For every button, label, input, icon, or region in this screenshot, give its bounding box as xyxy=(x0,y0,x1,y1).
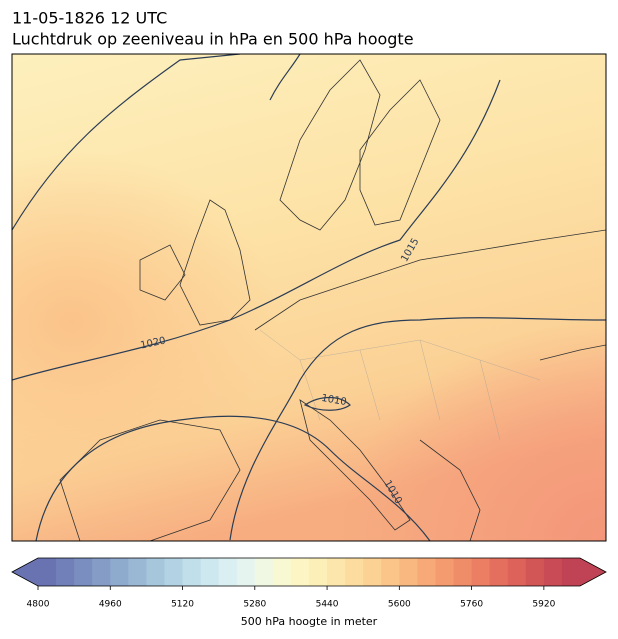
colorbar-label: 500 hPa hoogte in meter xyxy=(241,615,378,628)
colorbar-segment xyxy=(561,558,581,586)
colorbar-segment xyxy=(345,558,364,586)
colorbar-segment xyxy=(236,558,256,586)
colorbar-tick-label: 5440 xyxy=(316,600,339,610)
colorbar-segment xyxy=(128,558,147,586)
colorbar-segment xyxy=(110,558,129,586)
map-date: 11-05-1826 12 UTC xyxy=(12,9,167,28)
colorbar-segment xyxy=(417,558,436,586)
colorbar-tick-label: 5760 xyxy=(460,600,483,610)
colorbar-tick-label: 5280 xyxy=(243,600,266,610)
colorbar-segment xyxy=(254,558,274,586)
colorbar-segment xyxy=(327,558,346,586)
colorbar-segment xyxy=(164,558,184,586)
colorbar-segment xyxy=(218,558,238,586)
colorbar-segment xyxy=(489,558,509,586)
colorbar-extend-low xyxy=(12,558,38,586)
colorbar-tick-label: 5600 xyxy=(388,600,411,610)
colorbar-tick-label: 4960 xyxy=(99,600,122,610)
colorbar-segment xyxy=(363,558,382,586)
colorbar-segment xyxy=(525,558,545,586)
colorbar-segment xyxy=(200,558,220,586)
colorbar-segment xyxy=(74,558,93,586)
colorbar-segment xyxy=(290,558,310,586)
colorbar-segment xyxy=(146,558,165,586)
colorbar-segment xyxy=(92,558,111,586)
colorbar-tick-label: 5120 xyxy=(171,600,194,610)
colorbar-segment xyxy=(543,558,563,586)
colorbar-tick-label: 5920 xyxy=(532,600,555,610)
colorbar-segment xyxy=(381,558,400,586)
contour-label: 1020 xyxy=(140,335,167,351)
colorbar: 4800 4960 5120 5280 5440 5600 5760 5920 500 hPa … xyxy=(11,557,607,628)
colorbar-extend-high xyxy=(580,558,606,586)
colorbar-segment xyxy=(272,558,292,586)
map xyxy=(12,54,606,541)
contour-label: 1010 xyxy=(320,393,347,408)
colorbar-segment xyxy=(182,558,202,586)
colorbar-tick-label: 4800 xyxy=(27,600,50,610)
colorbar-segment xyxy=(38,558,57,586)
map-title: Luchtdruk op zeeniveau in hPa en 500 hPa… xyxy=(12,30,414,49)
colorbar-segment xyxy=(435,558,455,586)
colorbar-segment xyxy=(309,558,328,586)
colorbar-segment xyxy=(507,558,527,586)
map-frame xyxy=(11,53,607,542)
colorbar-segment xyxy=(399,558,418,586)
colorbar-segment xyxy=(471,558,491,586)
colorbar-segment xyxy=(56,558,75,586)
colorbar-segment xyxy=(453,558,473,586)
